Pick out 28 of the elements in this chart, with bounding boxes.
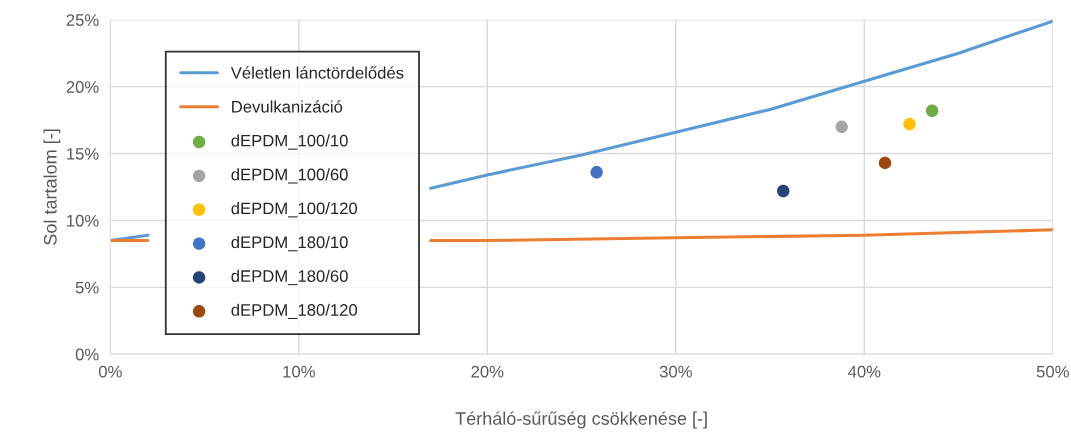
y-tick-label: 20% <box>66 81 99 93</box>
legend-label: dEPDM_180/10 <box>231 235 348 252</box>
legend-label: dEPDM_100/60 <box>231 168 348 184</box>
y-tick-label: 10% <box>67 214 99 227</box>
x-axis-title: Térháló-sűrűség csökkenése [-] <box>455 411 707 429</box>
legend-label: Véletlen lánctördelődés <box>230 66 404 79</box>
y-tick-label: 5% <box>75 281 99 294</box>
y-tick-label: 25% <box>66 14 99 26</box>
legend-label: dEPDM_180/120 <box>231 303 358 320</box>
legend-label: Devulkanizáció <box>232 100 343 113</box>
point <box>878 156 892 170</box>
legend-label: dEPDM_100/120 <box>231 202 358 218</box>
x-tick-label: 20% <box>471 365 504 378</box>
legend-label: dEPDM_100/10 <box>231 134 348 150</box>
point <box>835 120 848 134</box>
point <box>777 184 790 198</box>
point <box>590 166 603 179</box>
x-tick-label: 0% <box>98 365 122 378</box>
y-axis-title: Sol tartalom [-] <box>43 129 61 245</box>
x-tick-label: 10% <box>283 365 315 378</box>
y-tick-label: 0% <box>75 348 99 361</box>
x-tick-label: 30% <box>659 365 692 378</box>
legend-label: dEPDM_180/60 <box>231 269 348 286</box>
point <box>903 117 916 131</box>
x-tick-label: 50% <box>1036 365 1069 378</box>
x-tick-label: 40% <box>848 365 881 378</box>
y-tick-label: 15% <box>67 148 99 160</box>
point <box>925 104 939 117</box>
